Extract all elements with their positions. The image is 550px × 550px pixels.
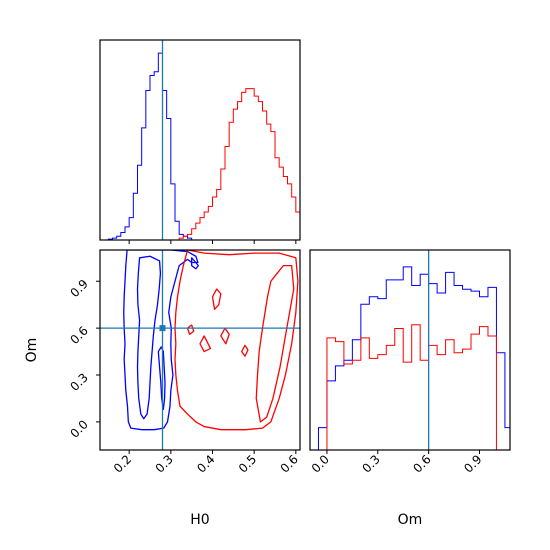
- xlabel-om: Om: [398, 512, 423, 528]
- contour-ytick-label: 0.3: [67, 370, 90, 393]
- contour-xtick-label: 0.6: [278, 452, 301, 475]
- hist-h0-series-blue: [100, 52, 300, 240]
- hist-om-xtick-label: 0.3: [360, 452, 383, 475]
- hist-om-xtick-label: 0.0: [309, 452, 332, 475]
- contour-ytick-label: 0.6: [67, 324, 90, 347]
- contour-blue-3: [191, 257, 199, 270]
- contour-xtick-label: 0.4: [194, 452, 217, 475]
- hist-h0-panel: [99, 39, 301, 244]
- truth-marker: [159, 325, 166, 332]
- contour-h0-om-panel: 0.2 0.3 0.4 0.5 0.6 0.0 0.3 0.6 0.9: [67, 249, 301, 476]
- contour-frame: [99, 249, 301, 451]
- contour-blue-2: [157, 346, 166, 411]
- hist-om-series-red: [310, 324, 510, 450]
- contour-red-6: [255, 264, 295, 423]
- contour-red-4: [241, 344, 249, 357]
- hist-om-panel: 0.0 0.3 0.6 0.9: [309, 249, 511, 476]
- hist-h0-series-red: [100, 88, 300, 240]
- contour-xtick-label: 0.2: [111, 452, 134, 475]
- contour-xtick-label: 0.3: [153, 452, 176, 475]
- contour-blue-1: [136, 255, 162, 420]
- contour-red-5: [186, 324, 195, 336]
- contour-red-1: [211, 288, 222, 311]
- contour-red-3: [199, 335, 212, 353]
- contour-xtick-label: 0.5: [236, 452, 259, 475]
- hist-h0-frame: [99, 39, 301, 241]
- contour-blue-0: [123, 250, 199, 431]
- xlabel-h0: H0: [190, 512, 209, 528]
- hist-om-xtick-label: 0.9: [461, 452, 484, 475]
- contour-ytick-label: 0.9: [67, 277, 90, 300]
- hist-om-xtick-label: 0.6: [410, 452, 433, 475]
- hist-om-frame: [309, 249, 511, 451]
- ylabel-om: Om: [24, 338, 40, 363]
- contour-red-0: [174, 250, 299, 431]
- contour-ytick-label: 0.0: [67, 417, 90, 440]
- contour-red-2: [220, 327, 230, 345]
